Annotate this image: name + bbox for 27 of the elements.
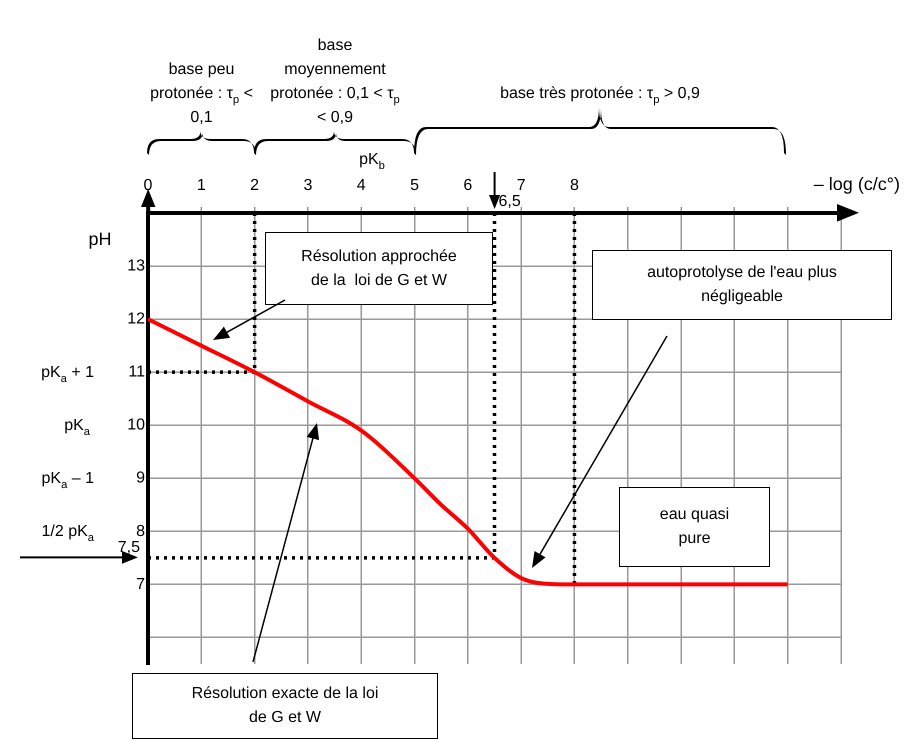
y-tick-label: 7 [136,576,146,593]
y-axis-title: pH [88,229,112,249]
x-tick-label: 6 [463,176,472,194]
y-tick-label: 11 [128,364,146,381]
y-tick-label: 9 [136,470,146,487]
ref-line-label: 7,5 [118,538,140,556]
y-tick-label: 8 [136,522,146,540]
x-tick-label: 3 [303,176,312,194]
x-tick-label: 8 [570,176,580,194]
x-tick-label: 4 [356,176,366,194]
x-tick-label: 7 [516,176,526,194]
annotation: Résolution approchée de la loi de G et W [300,246,458,290]
x-axis-title: – log (c/c°) [814,174,900,194]
callout-box: autoprotolyse de l'eau plus négligeable [592,250,892,320]
callout-box: eau quasi pure [619,487,770,567]
y-tick-label: 12 [127,310,146,328]
x-tick-label: 1 [196,176,206,194]
x-tick-label: 5 [410,176,420,194]
callout-box: Résolution exacte de la loi de G et W [132,673,438,739]
x-tick-label: 0 [144,176,153,194]
x-tick-label: 2 [250,176,260,194]
callout-box: Résolution approchée de la loi de G et W [265,232,493,305]
ref-line-label: 6,5 [498,193,521,210]
y-tick-label: 10 [127,416,146,434]
annotation: autoprotolyse de l'eau plus négligeable [646,263,838,307]
annotation: eau quasi pure [658,505,730,549]
y-tick-label: 13 [127,257,146,274]
